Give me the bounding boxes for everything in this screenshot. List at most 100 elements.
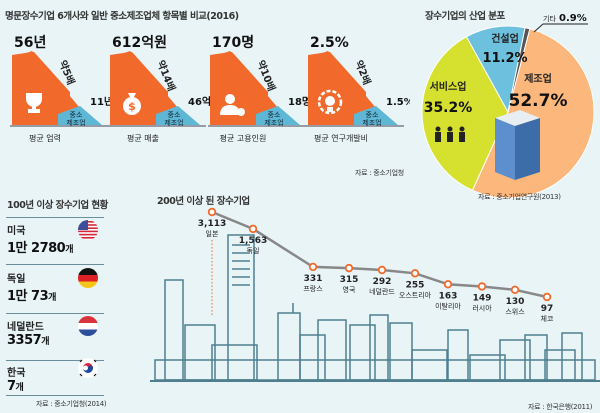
sme-label: 중소 [168,111,181,119]
sme-shape [58,106,102,125]
comparison-caption: 평균 업력 [29,133,61,143]
sme-value: 1.5% [386,97,410,108]
lightbulb-gear-icon [317,89,343,115]
sme-label: 중소 [268,111,281,119]
category-label: 독일 [247,246,260,255]
country-item-us: 미국 1만 2780개 [7,222,73,256]
divider [6,395,104,396]
data-point [377,265,387,275]
country-count: 3357개 [7,333,49,348]
country-name: 미국 [7,226,26,237]
data-label: 292 [373,277,392,287]
trophy-icon [26,93,42,113]
longevity-value: 56년 [14,35,46,51]
data-point [410,269,420,278]
flags [78,220,98,378]
category-label: 프랑스 [303,285,323,293]
comparison-title: 명문장수기업 6개사와 일반 중소제조업체 항목별 비교(2016) [5,11,239,22]
pie-title: 장수기업의 산업 분포 [425,11,505,22]
sme-value: 18명 [288,95,311,108]
data-point [308,262,318,272]
country-name: 네덜란드 [7,322,44,333]
pie-slice-label: 제조업 [524,72,552,85]
country-count: 1만 2780개 [7,241,73,256]
data-label: 331 [304,274,323,284]
sme-shape [354,106,398,125]
trend-line [211,210,548,299]
pie-slice-value: 52.7% [509,91,568,111]
data-label: 255 [406,280,425,290]
pie-slice [507,27,531,113]
category-label: 체코 [541,315,554,323]
city-skyline-illustration [150,234,600,382]
employee-icon [220,94,245,116]
us-flag-icon [78,220,98,240]
leader-line [533,23,544,33]
longevity-value: 612억원 [112,35,167,51]
country-item-netherlands: 네덜란드 3357개 [7,318,49,348]
data-point [207,207,217,217]
category-label: 이탈리아 [435,301,461,310]
longevity-value: 170명 [212,34,254,51]
century-title: 100년 이상 장수기업 현황 [7,200,108,211]
sme-label: 중소 [366,111,379,119]
category-label: 스위스 [505,308,525,316]
line-chart-source: 자료 : 한국은행(2011) [528,403,593,411]
longevity-value: 2.5% [310,35,349,51]
data-label: 149 [473,293,492,303]
pie-source: 자료 : 중소기업연구원(2013) [478,193,561,201]
country-name: 독일 [7,274,26,285]
germany-flag-icon [78,268,98,288]
longevity-shape [308,51,376,125]
country-name: 한국 [7,368,26,379]
sme-shape [156,106,200,125]
longevity-shape [12,51,80,125]
pie-slice-value: 11.2% [482,51,527,66]
data-label: 130 [506,297,525,307]
sme-label: 제조업 [66,119,85,127]
category-label: 네덜란드 [369,287,395,296]
netherlands-flag-icon [78,316,98,336]
comparison-caption: 평균 연구개발비 [314,133,368,143]
people-icon [435,126,465,142]
korea-flag-icon [78,358,98,378]
divider [6,264,104,265]
data-point [542,292,552,302]
divider [6,217,104,218]
money-bag-icon: $ [123,93,141,115]
line-chart-title: 200년 이상 된 장수기업 [157,196,250,207]
sme-label: 제조업 [362,119,381,127]
pie-slice-label: 서비스업 [430,80,467,93]
divider [6,360,104,361]
category-label: 일본 [206,229,219,238]
pie-slice-label: 기타 [543,14,556,23]
pie-slice-label: 건설업 [491,32,519,45]
sme-value: 11년 [90,95,113,108]
pie-slice-value: 0.9% [559,13,587,24]
country-count: 7개 [7,379,24,394]
pie-slice-value: 35.2% [424,100,473,116]
pie-chart: 제조업 52.7% 서비스업 35.2% 건설업 11.2% 기타 0.9% [421,13,595,199]
category-label: 러시아 [472,303,492,312]
sme-label: 제조업 [164,119,183,127]
comparison-source: 자료 : 중소기업청 [355,169,404,177]
data-point [510,285,520,295]
comparison-caption: 평균 매출 [127,133,159,143]
century-source: 자료 : 중소기업청(2014) [36,400,107,408]
country-item-korea: 한국 7개 [7,364,25,394]
data-label: 1,563 [239,236,267,246]
country-count: 1만 73개 [7,289,56,304]
data-point [248,224,258,234]
pie-slice [421,36,509,191]
data-point [344,263,354,273]
data-label: 163 [439,291,458,301]
divider [6,313,104,314]
category-label: 영국 [343,285,356,294]
building-icon [495,110,540,180]
